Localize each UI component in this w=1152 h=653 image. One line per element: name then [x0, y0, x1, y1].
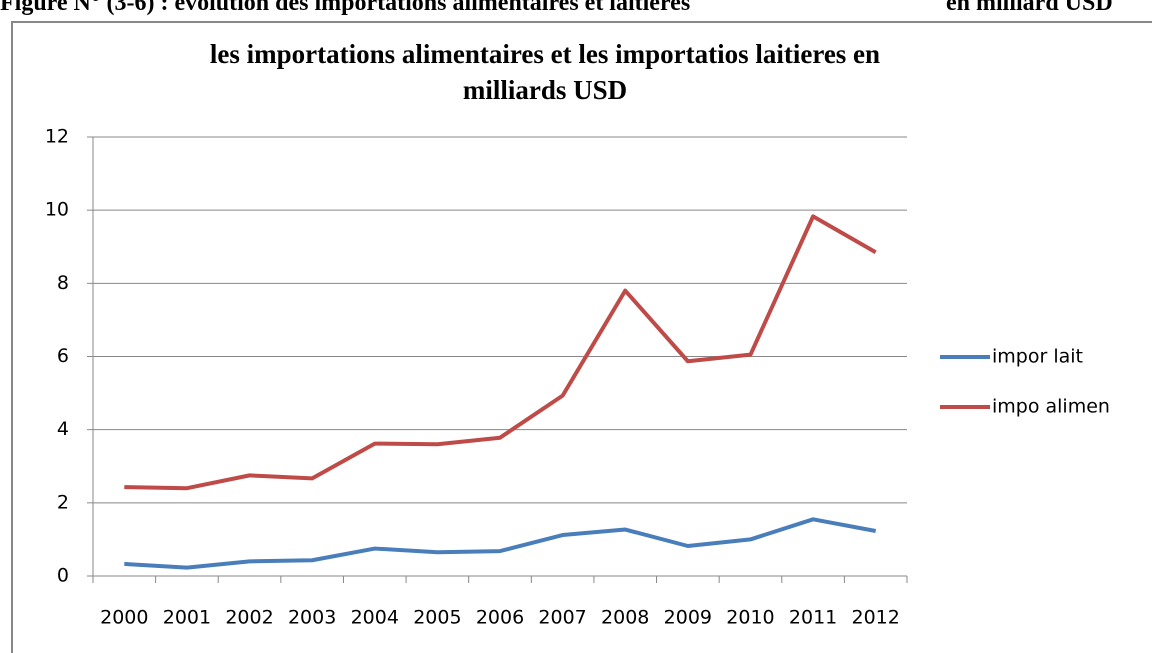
- x-tick-label: 2005: [413, 607, 461, 629]
- chart-title: les importations alimentaires et les imp…: [210, 39, 880, 69]
- y-tick-label: 8: [57, 272, 69, 294]
- page-header: en milliard USD: [946, 0, 1113, 16]
- y-tick-label: 10: [45, 199, 69, 221]
- page-header: Figure N° (3-6) : évolution des importat…: [0, 0, 690, 16]
- x-tick-label: 2004: [351, 607, 399, 629]
- x-tick-label: 2003: [288, 607, 336, 629]
- x-tick-label: 2007: [538, 607, 586, 629]
- x-tick-label: 2000: [100, 607, 148, 629]
- series-line: [124, 214, 877, 491]
- y-tick-label: 4: [57, 418, 69, 440]
- legend-label: impo alimen: [992, 396, 1110, 418]
- y-tick-label: 0: [57, 565, 69, 587]
- y-tick-label: 12: [45, 126, 69, 148]
- x-tick-label: 2001: [163, 607, 211, 629]
- x-tick-label: 2008: [601, 607, 649, 629]
- x-tick-label: 2009: [664, 607, 712, 629]
- series-line: [124, 517, 877, 570]
- x-tick-label: 2011: [789, 607, 837, 629]
- chart-frame: [11, 21, 1152, 653]
- x-tick-label: 2012: [852, 607, 900, 629]
- x-tick-label: 2006: [476, 607, 524, 629]
- chart-title: milliards USD: [463, 75, 627, 105]
- y-tick-label: 6: [57, 345, 69, 367]
- legend-label: impor lait: [992, 346, 1083, 368]
- x-tick-label: 2010: [726, 607, 774, 629]
- x-tick-label: 2002: [225, 607, 273, 629]
- y-tick-label: 2: [57, 491, 69, 513]
